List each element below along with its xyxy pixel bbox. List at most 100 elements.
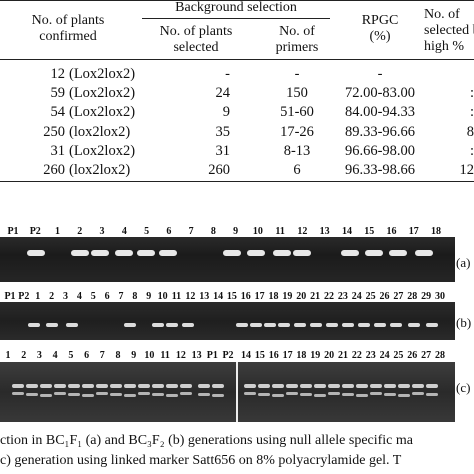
cell-genotype: (Lox2lox2)	[69, 143, 136, 159]
lane-label: 17	[254, 291, 265, 302]
lane-label: 4	[76, 291, 82, 302]
gel-band	[152, 384, 164, 388]
gel-band	[124, 323, 136, 327]
gel-b-tag: (b)	[456, 315, 472, 330]
gel-band	[82, 384, 94, 388]
header-background-selection: Background selection	[175, 0, 297, 15]
lane-label: 23	[365, 350, 376, 361]
gel-band	[54, 392, 66, 395]
gel-band	[314, 384, 326, 388]
lane-label: 9	[146, 291, 152, 302]
gel-band	[384, 384, 396, 388]
gel-image-c	[0, 362, 455, 422]
gel-band	[258, 393, 270, 396]
cell-plants-count: 12	[50, 66, 66, 82]
gel-band	[365, 250, 383, 256]
table-top-rule	[0, 0, 474, 1]
lane-label: 10	[157, 291, 168, 302]
header-plants-confirmed: No. of plants confirmed	[31, 13, 105, 44]
lane-label: 3	[62, 291, 68, 302]
cell-genotype: (Lox2lox2)	[69, 66, 136, 82]
lane-label: P2	[222, 350, 234, 361]
header-plants-selected: No. of plants selected	[159, 24, 233, 55]
gel-band	[294, 323, 306, 327]
gel-band	[342, 323, 354, 327]
gel-band	[247, 250, 265, 256]
lane-label: 20	[296, 291, 307, 302]
gel-band	[272, 384, 284, 388]
lane-label: 16	[386, 226, 397, 237]
lane-label: 25	[365, 291, 376, 302]
lane-label: 22	[324, 291, 335, 302]
background-selection-rule	[142, 18, 330, 19]
lane-label: 7	[99, 350, 105, 361]
lane-label: 12	[297, 226, 308, 237]
gel-band	[310, 323, 322, 327]
gel-band	[326, 323, 338, 327]
gel-b-lane-labels: P1 P2 1 2 3 4 5 6 7 8 9 10 11 12 13 14 15 16 17 18 19 20 21 22 2…	[0, 291, 474, 303]
gel-band	[138, 384, 150, 388]
gel-band	[272, 394, 284, 397]
gel-band	[26, 384, 38, 388]
cell-rpgc: 89.33-96.66	[344, 124, 416, 140]
gel-c-divider	[236, 362, 238, 422]
lane-label: 12	[185, 291, 196, 302]
gel-band	[286, 384, 298, 388]
gel-c-tag: (c)	[456, 380, 471, 395]
gel-band	[398, 384, 410, 388]
gel-band	[180, 384, 192, 388]
lane-label: 3	[36, 350, 42, 361]
lane-label: 6	[166, 226, 172, 237]
cell-rpgc: 96.33-98.66	[344, 162, 416, 178]
gel-band	[110, 393, 122, 396]
gel-band	[91, 250, 109, 256]
gel-band	[159, 250, 177, 256]
gel-band	[152, 393, 164, 396]
lane-label: 4	[121, 226, 127, 237]
gel-band	[244, 392, 256, 395]
lane-label: 15	[254, 350, 265, 361]
lane-label: 21	[338, 350, 348, 361]
lane-label: 2	[77, 226, 83, 237]
lane-label: 28	[407, 291, 418, 302]
gel-band	[258, 384, 270, 388]
cell-plants-selected: 260	[208, 162, 230, 178]
gel-band	[408, 323, 420, 327]
cell-plants-selected: -	[225, 66, 230, 82]
gel-band	[12, 384, 24, 388]
cell-plants-count: 260	[43, 162, 65, 178]
gel-band	[212, 394, 224, 397]
gel-band	[342, 393, 354, 396]
lane-label: 3	[99, 226, 105, 237]
lane-label: 12	[175, 350, 186, 361]
lane-label: 10	[144, 350, 155, 361]
gel-band	[96, 384, 108, 388]
table-header-rule	[0, 59, 474, 60]
lane-label: 28	[435, 350, 445, 361]
cell-plants-count: 250	[43, 124, 65, 140]
figure-caption-line-1: ction in BC₁F₁ (a) and BC₃F₂ (b) generat…	[0, 433, 413, 448]
cell-no-primers: -	[294, 66, 300, 82]
gel-band	[426, 323, 438, 327]
lane-label: 24	[351, 291, 362, 302]
lane-label: 22	[351, 350, 362, 361]
gel-band	[370, 392, 382, 395]
lane-label: 8	[210, 226, 216, 237]
lane-label: 24	[379, 350, 390, 361]
cell-selected-high: :	[469, 85, 474, 101]
lane-label: 7	[118, 291, 124, 302]
gel-band	[96, 392, 108, 395]
gel-band	[278, 323, 290, 327]
lane-label: 5	[90, 291, 96, 302]
gel-band	[264, 323, 276, 327]
lane-label: 18	[296, 350, 307, 361]
lane-label: 5	[68, 350, 74, 361]
lane-label: 20	[324, 350, 335, 361]
lane-label: 17	[282, 350, 293, 361]
lane-label: 8	[132, 291, 138, 302]
gel-band	[40, 394, 52, 397]
gel-band	[124, 394, 136, 397]
cell-plants-selected: 31	[215, 143, 231, 159]
cell-genotype: (Lox2lox2)	[69, 104, 136, 120]
gel-band	[137, 250, 155, 256]
